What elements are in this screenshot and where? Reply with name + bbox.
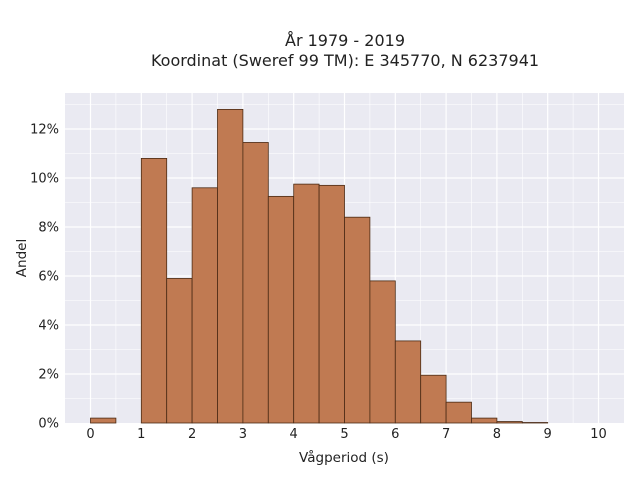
histogram-bar — [267, 195, 295, 424]
x-tick-label: 0 — [86, 427, 94, 442]
y-tick-label: 6% — [38, 270, 59, 285]
y-tick-label: 0% — [38, 417, 59, 432]
histogram-bar — [242, 142, 269, 424]
x-axis-label: Vågperiod (s) — [299, 449, 389, 466]
histogram-bar — [166, 278, 193, 424]
histogram-bar — [217, 109, 244, 424]
y-tick-label: 10% — [30, 172, 59, 187]
y-tick-label: 8% — [38, 221, 59, 236]
histogram-bar — [445, 401, 472, 424]
x-tick-label: 4 — [290, 427, 298, 442]
x-tick-label: 8 — [493, 427, 501, 442]
x-tick-label: 5 — [340, 427, 348, 442]
histogram-bar — [394, 340, 422, 424]
histogram-bar — [140, 157, 168, 424]
y-axis-ticks: 0% 2% 4% 6% 8% 10% 12% — [30, 123, 59, 432]
x-tick-label: 6 — [391, 427, 399, 442]
x-tick-label: 10 — [590, 427, 607, 442]
histogram-bar — [420, 374, 447, 424]
y-tick-label: 4% — [38, 319, 59, 334]
x-tick-label: 9 — [544, 427, 552, 442]
chart-title-line1: År 1979 - 2019 — [285, 31, 405, 50]
x-tick-label: 3 — [239, 427, 247, 442]
chart-title-line2: Koordinat (Sweref 99 TM): E 345770, N 62… — [151, 51, 539, 70]
x-axis-ticks: 0 1 2 3 4 5 6 7 8 9 10 — [86, 427, 606, 442]
histogram-bar — [369, 280, 396, 424]
histogram-bar — [293, 183, 320, 424]
y-axis-label: Andel — [14, 239, 30, 277]
histogram-bar — [318, 184, 345, 424]
histogram-bar — [496, 421, 523, 424]
x-tick-label: 7 — [442, 427, 450, 442]
y-tick-label: 2% — [38, 368, 59, 383]
x-tick-label: 2 — [188, 427, 196, 442]
bars — [90, 109, 549, 424]
histogram-bar — [344, 216, 371, 424]
histogram-bar — [191, 187, 218, 424]
histogram-bar — [90, 417, 117, 424]
histogram-bar — [471, 417, 498, 424]
x-tick-label: 1 — [137, 427, 145, 442]
y-tick-label: 12% — [30, 123, 59, 138]
